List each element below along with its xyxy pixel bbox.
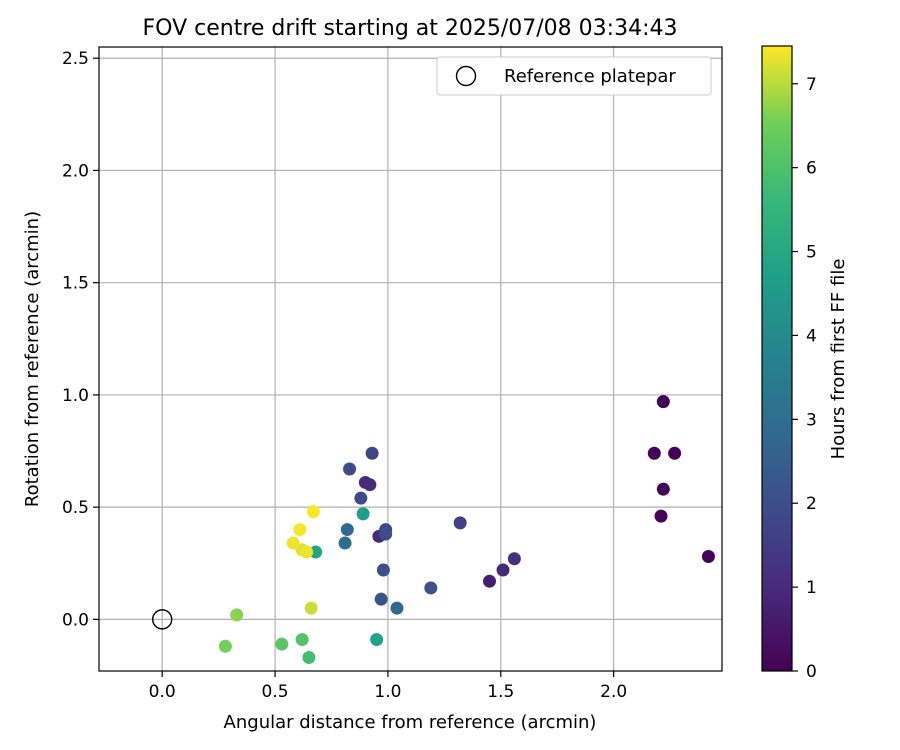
data-point	[374, 592, 388, 606]
data-point	[338, 536, 352, 550]
y-tick-label: 2.0	[62, 161, 89, 181]
y-tick-label: 0.0	[62, 610, 89, 630]
colorbar-tick-label: 7	[806, 75, 817, 95]
y-tick-label: 1.5	[62, 274, 89, 294]
legend-reference-marker-icon	[455, 65, 477, 87]
x-tick-label: 1.5	[487, 682, 514, 702]
data-point	[300, 545, 314, 559]
data-point	[376, 563, 390, 577]
data-point	[701, 550, 715, 564]
colorbar-tick-label: 2	[806, 494, 817, 514]
colorbar-tick-label: 0	[806, 662, 817, 682]
data-point	[306, 505, 320, 519]
data-point	[295, 633, 309, 647]
reference-marker-layer	[152, 609, 173, 630]
colorbar-tick-label: 6	[806, 159, 817, 179]
y-axis-label: Rotation from reference (arcmin)	[22, 211, 43, 507]
colorbar-tick-label: 4	[806, 326, 817, 346]
data-point	[365, 446, 379, 460]
data-point	[424, 581, 438, 595]
data-points	[218, 395, 715, 665]
colorbar-ticks: 0 1 2 3 4 5 6 7	[792, 75, 817, 682]
plot-frame	[98, 46, 723, 672]
data-point	[293, 523, 307, 537]
y-axis-ticks: 0.0 0.5 1.0 1.5 2.0 2.5	[62, 49, 99, 630]
legend-box	[436, 56, 712, 96]
x-axis-ticks: 0.0 0.5 1.0 1.5 2.0	[149, 671, 627, 702]
data-point	[218, 639, 232, 653]
y-tick-label: 2.5	[62, 49, 89, 69]
data-point	[302, 651, 316, 665]
y-tick-label: 1.0	[62, 386, 89, 406]
x-tick-label: 0.0	[149, 682, 176, 702]
x-axis-label: Angular distance from reference (arcmin)	[224, 712, 597, 733]
chart-title: FOV centre drift starting at 2025/07/08 …	[143, 16, 678, 41]
y-tick-label: 0.5	[62, 498, 89, 518]
colorbar-label: Hours from first FF file	[828, 259, 849, 460]
data-point	[656, 482, 670, 496]
data-point	[354, 491, 368, 505]
data-point	[275, 637, 289, 651]
data-point	[230, 608, 244, 622]
data-point	[370, 633, 384, 647]
colorbar-gradient	[761, 45, 793, 672]
data-point	[496, 563, 510, 577]
legend-entry-label: Reference platepar	[504, 66, 676, 87]
data-point	[647, 446, 661, 460]
colorbar: 0 1 2 3 4 5 6 7 Hours from first FF file	[761, 45, 849, 682]
colorbar-tick-label: 1	[806, 578, 817, 598]
reference-platepar-marker	[152, 609, 173, 630]
data-point	[286, 536, 300, 550]
legend: Reference platepar	[436, 56, 712, 96]
colorbar-tick-label: 3	[806, 410, 817, 430]
data-point	[340, 523, 354, 537]
colorbar-tick-label: 5	[806, 243, 817, 263]
x-tick-label: 2.0	[600, 682, 627, 702]
data-point	[343, 462, 357, 476]
data-point	[483, 574, 497, 588]
data-point	[379, 527, 393, 541]
data-point	[309, 545, 323, 559]
data-point	[507, 552, 521, 566]
data-point	[356, 507, 370, 521]
x-tick-label: 1.0	[374, 682, 401, 702]
x-tick-label: 0.5	[262, 682, 289, 702]
data-point	[668, 446, 682, 460]
data-point	[390, 601, 404, 615]
data-point	[654, 509, 668, 523]
data-point	[363, 478, 377, 492]
data-point	[304, 601, 318, 615]
data-point	[656, 395, 670, 409]
data-point	[453, 516, 467, 530]
